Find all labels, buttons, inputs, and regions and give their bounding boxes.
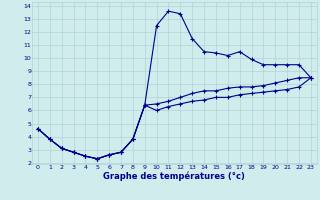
X-axis label: Graphe des températures (°c): Graphe des températures (°c)	[103, 171, 245, 181]
